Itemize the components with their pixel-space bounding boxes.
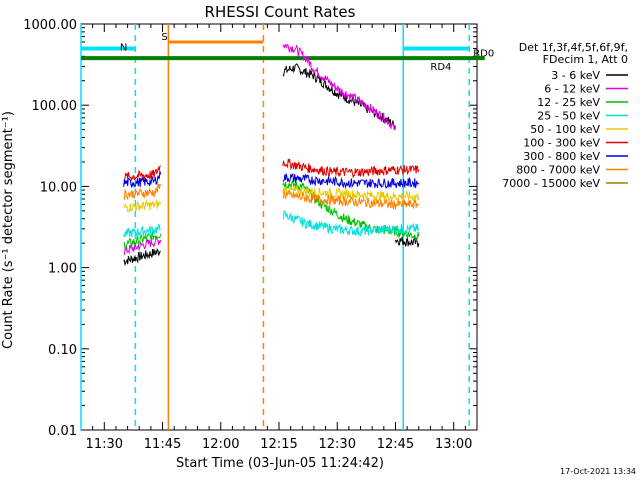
series-line — [123, 165, 161, 182]
y-tick-label: 1000.00 — [23, 18, 77, 33]
y-tick-label: 0.10 — [48, 343, 77, 358]
legend-entry-label: 800 - 7000 keV — [516, 164, 600, 177]
timestamp: 17-Oct-2021 13:34 — [560, 467, 636, 476]
series-line — [282, 209, 420, 237]
plot-area: 0.01 0.10 1.00 10.00 100.00 1000.00 11:30 11:45… — [23, 18, 494, 452]
y-tick-label: 1.00 — [48, 262, 77, 277]
rd4-flag-label: RD4 — [430, 62, 451, 73]
rd0-flag-label: RD0 — [473, 48, 494, 59]
x-axis-label: Start Time (03-Jun-05 11:24:42) — [176, 456, 384, 471]
legend-entry-label: 12 - 25 keV — [537, 96, 600, 109]
x-tick-label: 12:45 — [377, 437, 414, 452]
x-tick-label: 12:00 — [202, 437, 239, 452]
series-line — [282, 189, 420, 210]
legend-header: FDecim 1, Att 0 — [543, 53, 628, 66]
x-tick-label: 11:45 — [144, 437, 181, 452]
legend-entry-label: 7000 - 15000 keV — [502, 177, 600, 190]
series-line — [123, 223, 161, 238]
y-axis-label: Count Rate (s⁻¹ detector segment⁻¹) — [1, 111, 16, 349]
series-line — [123, 248, 161, 267]
series-line — [123, 183, 162, 201]
series-line — [282, 43, 396, 131]
legend-entry-label: 300 - 800 keV — [523, 150, 600, 163]
y-tick-label: 0.01 — [48, 424, 77, 439]
legend: Det 1f,3f,4f,5f,6f,9f,FDecim 1, Att 0 3 -… — [502, 41, 628, 190]
x-tick-label: 13:00 — [435, 437, 472, 452]
legend-entry-label: 25 - 50 keV — [537, 110, 600, 123]
series-line — [123, 170, 162, 189]
series-line — [282, 158, 420, 179]
series-line — [282, 63, 396, 130]
series-line — [282, 179, 420, 242]
y-tick-label: 100.00 — [32, 99, 78, 114]
legend-entry-label: 50 - 100 keV — [530, 123, 600, 136]
series-line — [123, 231, 162, 251]
n-flag-label: N — [120, 42, 127, 53]
legend-header: Det 1f,3f,4f,5f,6f,9f, — [519, 41, 628, 54]
x-tick-label: 11:30 — [86, 437, 123, 452]
legend-entry-label: 100 - 300 keV — [523, 137, 600, 150]
y-tick-label: 10.00 — [40, 180, 77, 195]
legend-entry-label: 6 - 12 keV — [544, 83, 600, 96]
x-tick-label: 12:15 — [260, 437, 297, 452]
series-line — [123, 234, 162, 256]
sun-flag-label: S — [161, 32, 167, 43]
series-line — [123, 198, 162, 214]
legend-entry-label: 3 - 6 keV — [551, 69, 600, 82]
chart-title: RHESSI Count Rates — [205, 3, 356, 21]
x-tick-label: 12:30 — [319, 437, 356, 452]
series-line — [282, 172, 420, 190]
